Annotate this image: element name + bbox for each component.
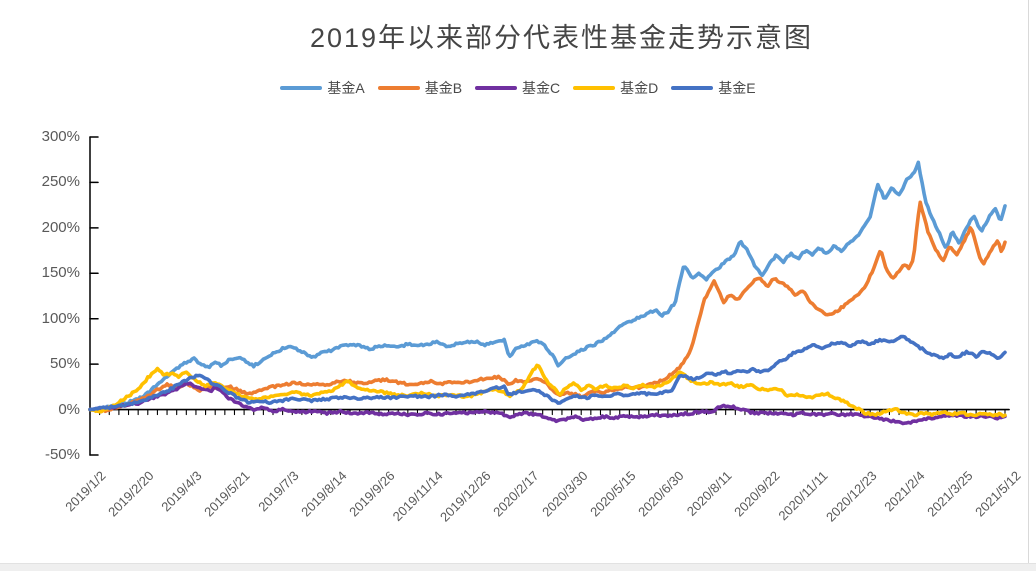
y-axis-tick-label: -50% (44, 446, 80, 463)
y-axis-tick-label: 100% (41, 309, 80, 327)
legend-label-b: 基金B (424, 80, 463, 96)
legend-item-d: 基金D (573, 78, 658, 98)
y-axis-tick-label: 250% (41, 173, 80, 191)
legend-label-a: 基金A (327, 80, 365, 96)
y-axis-tick-label: 150% (41, 264, 80, 282)
y-axis-tick-label: 0% (58, 400, 80, 418)
legend-swatch-a (280, 86, 323, 90)
legend-item-c: 基金C (475, 78, 560, 98)
legend-swatch-e (671, 86, 714, 90)
legend-label-d: 基金D (620, 80, 659, 96)
legend-item-a: 基金A (280, 78, 365, 98)
y-axis-tick-label: 300% (41, 128, 80, 145)
legend-label-e: 基金E (718, 80, 756, 96)
legend-item-b: 基金B (377, 78, 463, 98)
chart-legend: 基金A 基金B 基金C 基金D 基金E (0, 78, 1036, 98)
chart-title: 2019年以来部分代表性基金走势示意图 (309, 23, 814, 53)
y-axis-tick-label: 200% (41, 218, 80, 236)
legend-swatch-d (573, 86, 616, 90)
legend-swatch-b (377, 86, 420, 90)
y-axis-tick-label: 50% (49, 355, 80, 373)
legend-label-c: 基金C (522, 80, 561, 96)
legend-item-e: 基金E (671, 78, 756, 98)
window-bottom-strip (0, 563, 1036, 571)
legend-swatch-c (475, 86, 518, 90)
window-edge-line (1028, 0, 1029, 563)
